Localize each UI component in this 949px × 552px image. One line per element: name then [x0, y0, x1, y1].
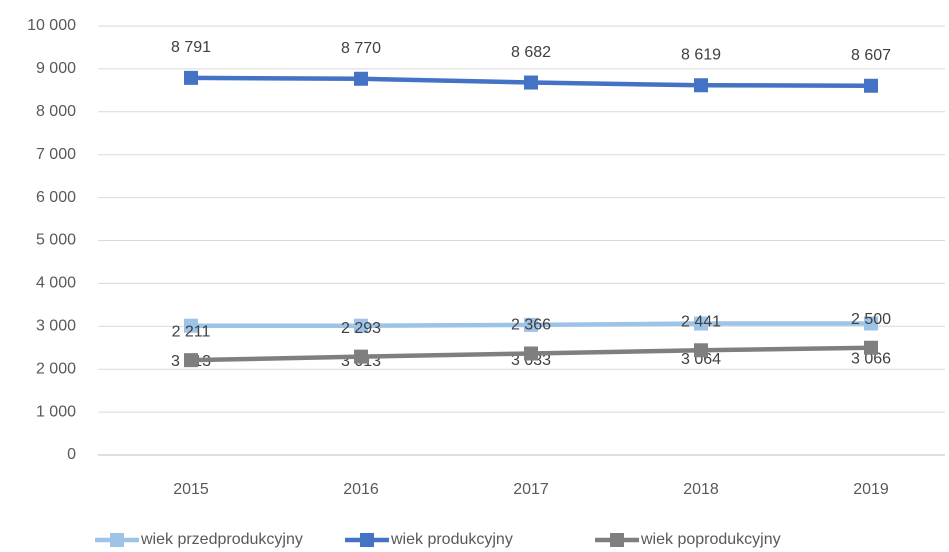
x-tick-label: 2018	[683, 481, 719, 498]
marker	[184, 353, 198, 368]
data-label: 3 066	[851, 351, 891, 368]
data-label: 8 607	[851, 47, 891, 64]
data-label: 2 293	[341, 320, 381, 337]
x-tick-label: 2019	[853, 481, 889, 498]
y-tick-label: 6 000	[36, 189, 76, 206]
marker	[694, 316, 708, 331]
marker	[524, 75, 538, 90]
marker	[354, 71, 368, 86]
marker	[864, 78, 878, 93]
y-tick-label: 1 000	[36, 403, 76, 420]
marker	[524, 346, 538, 361]
legend-marker	[110, 533, 124, 547]
y-tick-label: 9 000	[36, 60, 76, 77]
x-tick-label: 2015	[173, 481, 209, 498]
marker	[864, 316, 878, 331]
y-tick-label: 7 000	[36, 146, 76, 163]
y-tick-label: 4 000	[36, 275, 76, 292]
data-label: 8 619	[681, 46, 721, 63]
y-tick-label: 5 000	[36, 232, 76, 249]
legend-label: wiek przedprodukcyjny	[140, 531, 303, 548]
marker	[354, 349, 368, 364]
data-label: 3 033	[511, 352, 551, 369]
y-tick-label: 2 000	[36, 360, 76, 377]
data-label: 2 500	[851, 311, 891, 328]
y-tick-label: 3 000	[36, 318, 76, 335]
marker	[184, 70, 198, 85]
legend-label: wiek poprodukcyjny	[640, 531, 781, 548]
marker	[694, 78, 708, 93]
data-label: 8 791	[171, 39, 211, 56]
data-label: 2 441	[681, 313, 721, 330]
legend-label: wiek produkcyjny	[390, 531, 513, 548]
y-tick-label: 10 000	[27, 17, 76, 34]
y-tick-label: 8 000	[36, 103, 76, 120]
x-tick-label: 2017	[513, 481, 549, 498]
marker	[694, 343, 708, 358]
data-label: 2 366	[511, 317, 551, 334]
data-label: 3 064	[681, 351, 721, 368]
data-label: 8 682	[511, 44, 551, 61]
y-tick-label: 0	[67, 446, 76, 463]
legend-marker	[360, 533, 374, 547]
marker	[524, 317, 538, 332]
x-tick-label: 2016	[343, 481, 379, 498]
legend-marker	[610, 533, 624, 547]
marker	[354, 318, 368, 333]
marker	[184, 318, 198, 333]
data-label: 2 211	[172, 323, 211, 340]
marker	[864, 340, 878, 355]
data-label: 8 770	[341, 40, 381, 57]
